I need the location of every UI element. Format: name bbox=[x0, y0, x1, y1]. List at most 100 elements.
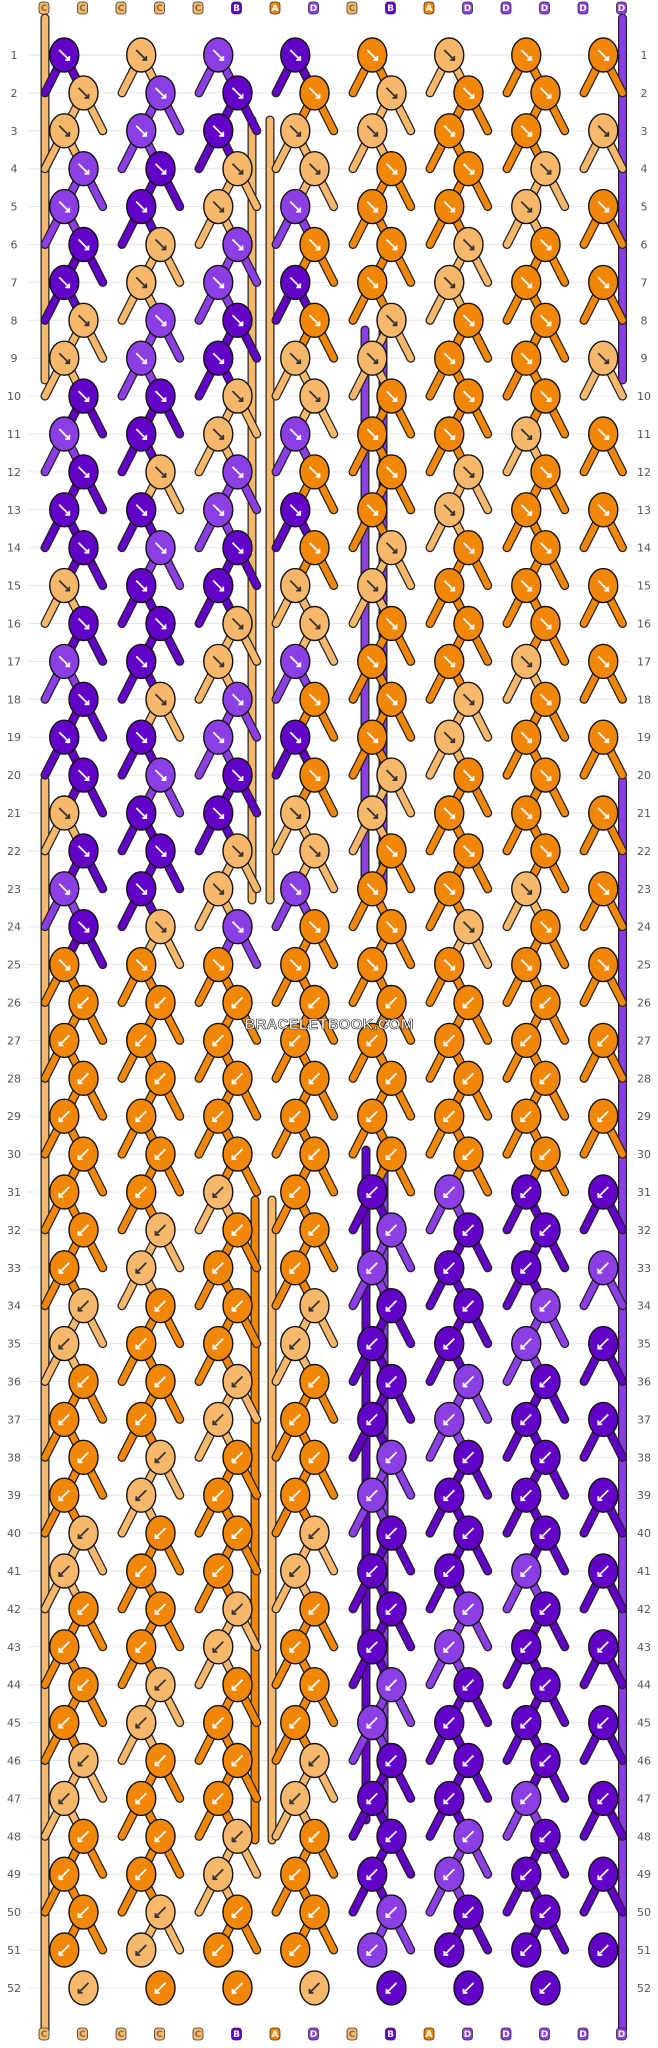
knot-arrowhead bbox=[604, 359, 610, 365]
knot bbox=[222, 1818, 253, 1855]
knot-arrow bbox=[77, 769, 90, 781]
knot bbox=[511, 113, 542, 149]
knot bbox=[530, 909, 561, 945]
row-number-right: 25 bbox=[637, 959, 651, 972]
knot bbox=[453, 605, 484, 642]
knot-arrow bbox=[520, 883, 532, 895]
knot-arrowhead bbox=[231, 1685, 237, 1691]
knot-arrow bbox=[135, 428, 147, 440]
knot bbox=[511, 795, 542, 831]
knot-arrowhead bbox=[539, 1988, 545, 1994]
knot-arrow bbox=[385, 1603, 398, 1615]
row-number-left: 31 bbox=[7, 1186, 21, 1199]
knot bbox=[203, 113, 234, 149]
knot-arrow bbox=[231, 314, 244, 326]
knot-arrow bbox=[212, 1792, 224, 1805]
knot bbox=[434, 1629, 465, 1665]
knot bbox=[68, 1060, 99, 1097]
knot-arrow bbox=[289, 1868, 301, 1880]
knot-arrow bbox=[231, 1224, 244, 1236]
knot bbox=[357, 1477, 388, 1513]
knot-arrowhead bbox=[392, 700, 398, 706]
knot-arrow bbox=[385, 693, 398, 705]
knot bbox=[145, 1666, 176, 1703]
knot-arrow bbox=[462, 1830, 475, 1842]
knot-arrow bbox=[58, 1944, 70, 1956]
knot-arrowhead bbox=[161, 851, 167, 857]
knot bbox=[434, 37, 465, 73]
knot-arrowhead bbox=[219, 814, 225, 819]
knot-arrowhead bbox=[212, 1723, 218, 1729]
knot-arrowhead bbox=[373, 131, 379, 137]
knot bbox=[49, 340, 80, 376]
knot bbox=[530, 833, 561, 869]
strand-label-top: D bbox=[541, 4, 548, 14]
knot bbox=[453, 226, 484, 263]
knot-arrowhead bbox=[219, 207, 225, 213]
row-number-left: 43 bbox=[7, 1641, 21, 1654]
knot-arrow bbox=[539, 1603, 552, 1615]
knot bbox=[588, 1856, 619, 1892]
knot-arrow bbox=[308, 390, 321, 402]
knot-arrow bbox=[289, 655, 301, 668]
knot-arrowhead bbox=[65, 586, 71, 592]
knot-arrowhead bbox=[289, 1496, 295, 1502]
knot-arrow bbox=[212, 1110, 224, 1122]
knot-arrow bbox=[308, 617, 321, 630]
knot-arrow bbox=[520, 1792, 532, 1805]
knot-arrow bbox=[443, 125, 455, 137]
knot-arrowhead bbox=[597, 1799, 603, 1805]
knot bbox=[145, 1591, 176, 1627]
knot-arrow bbox=[520, 49, 532, 61]
knot-arrow bbox=[366, 428, 378, 440]
knot bbox=[68, 1439, 99, 1476]
knot-arrowhead bbox=[238, 245, 244, 251]
knot-arrow bbox=[231, 1451, 244, 1463]
strand-label-bottom-chip bbox=[308, 2027, 319, 2041]
knot-arrow bbox=[77, 238, 90, 251]
knot bbox=[434, 1022, 465, 1059]
knot bbox=[588, 643, 619, 680]
knot-arrowhead bbox=[308, 1988, 314, 1994]
strand-label-bottom: C bbox=[195, 2030, 202, 2040]
knot-arrow bbox=[212, 1262, 224, 1274]
row-number-left: 23 bbox=[7, 883, 21, 896]
knot-arrow bbox=[135, 1110, 147, 1122]
knot-arrow bbox=[366, 1565, 378, 1577]
knot-arrow bbox=[212, 1337, 224, 1350]
knot-arrow bbox=[289, 352, 301, 364]
knot-arrowhead bbox=[84, 472, 90, 478]
row-number-left: 7 bbox=[11, 276, 18, 289]
knot bbox=[145, 1742, 176, 1779]
knot bbox=[68, 681, 99, 717]
knot-arrow bbox=[308, 921, 321, 933]
knot-arrow bbox=[231, 87, 244, 99]
knot-arrow bbox=[231, 845, 244, 857]
knot-arrowhead bbox=[154, 1458, 160, 1464]
knot bbox=[203, 264, 234, 301]
strand-label-bottom: C bbox=[118, 2030, 125, 2040]
knot bbox=[453, 1742, 484, 1779]
strand-label-top: B bbox=[233, 4, 240, 14]
knot-arrowhead bbox=[154, 1155, 160, 1160]
knot-arrowhead bbox=[546, 397, 552, 403]
knot-arrow bbox=[135, 1186, 147, 1198]
knot-arrow bbox=[58, 276, 70, 289]
knot bbox=[68, 150, 99, 187]
row-number-right: 12 bbox=[637, 466, 651, 479]
knot-arrow bbox=[135, 200, 147, 213]
knot bbox=[376, 1515, 407, 1551]
knot bbox=[222, 378, 253, 414]
knot bbox=[222, 150, 253, 187]
knot bbox=[530, 1136, 561, 1172]
knot-arrowhead bbox=[289, 1799, 295, 1805]
knot bbox=[222, 1287, 253, 1324]
knot bbox=[280, 1098, 311, 1134]
knot-arrow bbox=[77, 163, 90, 175]
knot bbox=[222, 1136, 253, 1172]
knot-arrowhead bbox=[231, 1837, 237, 1843]
knot-arrow bbox=[135, 1944, 147, 1956]
knot-arrow bbox=[77, 466, 90, 478]
knot bbox=[222, 75, 253, 111]
knot-arrow bbox=[154, 1603, 167, 1615]
